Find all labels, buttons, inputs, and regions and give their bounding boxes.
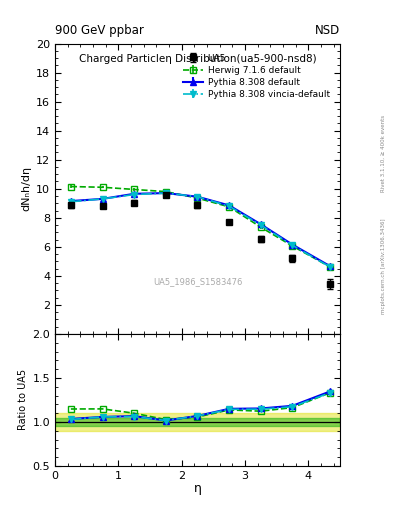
Text: UA5_1986_S1583476: UA5_1986_S1583476: [153, 277, 242, 286]
Text: NSD: NSD: [315, 24, 340, 37]
Text: Charged Particleη Distribution(ua5-900-nsd8): Charged Particleη Distribution(ua5-900-n…: [79, 54, 316, 63]
Text: mcplots.cern.ch [arXiv:1306.3436]: mcplots.cern.ch [arXiv:1306.3436]: [381, 219, 386, 314]
Text: Rivet 3.1.10, ≥ 400k events: Rivet 3.1.10, ≥ 400k events: [381, 115, 386, 192]
X-axis label: η: η: [193, 482, 202, 495]
Y-axis label: Ratio to UA5: Ratio to UA5: [18, 369, 28, 431]
Y-axis label: dNₙh/dη: dNₙh/dη: [22, 166, 32, 211]
Bar: [55, 417, 340, 426]
Legend: UA5, Herwig 7.1.6 default, Pythia 8.308 default, Pythia 8.308 vincia-default: UA5, Herwig 7.1.6 default, Pythia 8.308 …: [181, 51, 332, 102]
Text: 900 GeV ppbar: 900 GeV ppbar: [55, 24, 144, 37]
Bar: [55, 413, 340, 431]
